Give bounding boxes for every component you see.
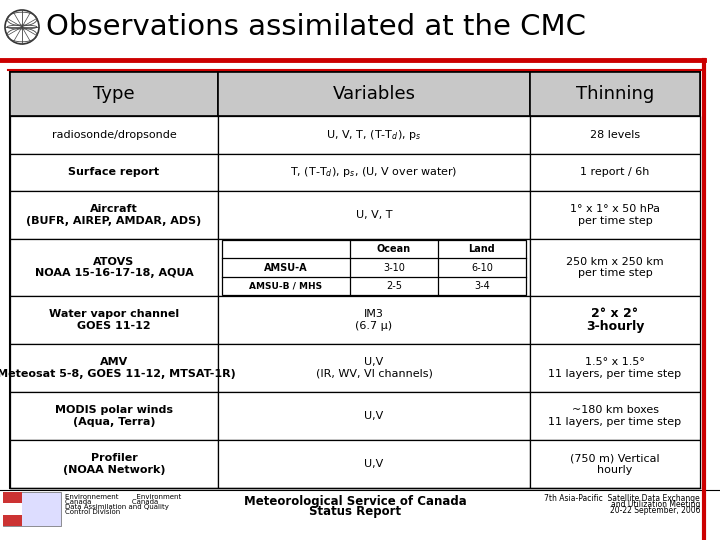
Text: Meteorological Service of Canada: Meteorological Service of Canada [243,495,467,508]
Text: Data Assimilation and Quality: Data Assimilation and Quality [65,504,169,510]
Text: 2° x 2°: 2° x 2° [591,307,639,320]
Text: 3-4: 3-4 [474,281,490,291]
Text: Observations assimilated at the CMC: Observations assimilated at the CMC [46,13,586,41]
Text: 6-10: 6-10 [471,262,493,273]
Bar [218,344,530,392]
Bar [222,240,526,295]
Text: Canada                  Canada: Canada Canada [65,499,158,505]
Bar [3,492,22,503]
Bar [3,492,61,526]
Text: Thinning: Thinning [576,85,654,103]
Text: Surface report: Surface report [68,167,160,178]
Text: ATOVS
NOAA 15-16-17-18, AQUA: ATOVS NOAA 15-16-17-18, AQUA [35,256,194,278]
Text: 3-hourly: 3-hourly [586,320,644,333]
Text: Status Report: Status Report [309,505,401,518]
Bar [10,239,218,296]
Bar [218,392,530,440]
Text: MODIS polar winds
(Aqua, Terra): MODIS polar winds (Aqua, Terra) [55,405,173,427]
Text: 28 levels: 28 levels [590,130,640,140]
Text: Land: Land [469,245,495,254]
Bar [10,296,218,344]
Text: 3-10: 3-10 [383,262,405,273]
Text: Water vapor channel
GOES 11-12: Water vapor channel GOES 11-12 [49,309,179,330]
Text: Ocean: Ocean [377,245,411,254]
Bar [218,296,530,344]
Bar [10,440,218,488]
Bar [10,153,218,191]
Bar [218,153,530,191]
Bar [3,515,22,526]
Text: U, V, T: U, V, T [356,210,392,220]
Bar [10,392,218,440]
Text: 20-22 September, 2006: 20-22 September, 2006 [610,506,700,515]
Bar [530,239,700,296]
Bar [218,116,530,153]
Text: (750 m) Vertical
hourly: (750 m) Vertical hourly [570,453,660,475]
Bar [218,440,530,488]
Text: U, V, T, (T-T$_d$), p$_s$: U, V, T, (T-T$_d$), p$_s$ [326,128,422,142]
Text: AMSU-A: AMSU-A [264,262,307,273]
Text: ~180 km boxes
11 layers, per time step: ~180 km boxes 11 layers, per time step [549,405,682,427]
Bar [530,153,700,191]
Text: 1 report / 6h: 1 report / 6h [580,167,649,178]
Text: radiosonde/dropsonde: radiosonde/dropsonde [52,130,176,140]
Bar [530,116,700,153]
Text: Environnement        Environment: Environnement Environment [65,494,181,500]
Bar [218,239,530,296]
Bar [530,344,700,392]
Bar [218,72,530,116]
Bar [530,191,700,239]
Text: U,V
(IR, WV, VI channels): U,V (IR, WV, VI channels) [315,357,433,379]
Bar [530,440,700,488]
Text: Control Division: Control Division [65,509,120,515]
Bar [218,191,530,239]
Bar [10,72,218,116]
Text: 1° x 1° x 50 hPa
per time step: 1° x 1° x 50 hPa per time step [570,205,660,226]
Text: Variables: Variables [333,85,415,103]
Text: Profiler
(NOAA Network): Profiler (NOAA Network) [63,453,166,475]
Text: AMV
(Meteosat 5-8, GOES 11-12, MTSAT-1R): AMV (Meteosat 5-8, GOES 11-12, MTSAT-1R) [0,357,236,379]
Text: U,V: U,V [364,411,384,421]
Text: U,V: U,V [364,459,384,469]
Bar [530,392,700,440]
Text: AMSU-B / MHS: AMSU-B / MHS [249,281,323,290]
Text: 250 km x 250 km
per time step: 250 km x 250 km per time step [566,256,664,278]
Bar [10,72,700,488]
Circle shape [5,10,39,44]
Text: IM3
(6.7 μ): IM3 (6.7 μ) [356,309,392,330]
Bar [10,344,218,392]
Bar [530,296,700,344]
Text: 1.5° x 1.5°
11 layers, per time step: 1.5° x 1.5° 11 layers, per time step [549,357,682,379]
Text: and Utilization Meeting: and Utilization Meeting [611,500,700,509]
Bar [530,72,700,116]
Bar [10,191,218,239]
Text: T, (T-T$_d$), p$_s$, (U, V over water): T, (T-T$_d$), p$_s$, (U, V over water) [290,165,458,179]
Text: Type: Type [93,85,135,103]
Bar [10,116,218,153]
Text: Aircraft
(BUFR, AIREP, AMDAR, ADS): Aircraft (BUFR, AIREP, AMDAR, ADS) [27,205,202,226]
Bar [3,503,22,515]
Text: 2-5: 2-5 [386,281,402,291]
Text: 7th Asia-Pacific  Satellite Data Exchange: 7th Asia-Pacific Satellite Data Exchange [544,494,700,503]
